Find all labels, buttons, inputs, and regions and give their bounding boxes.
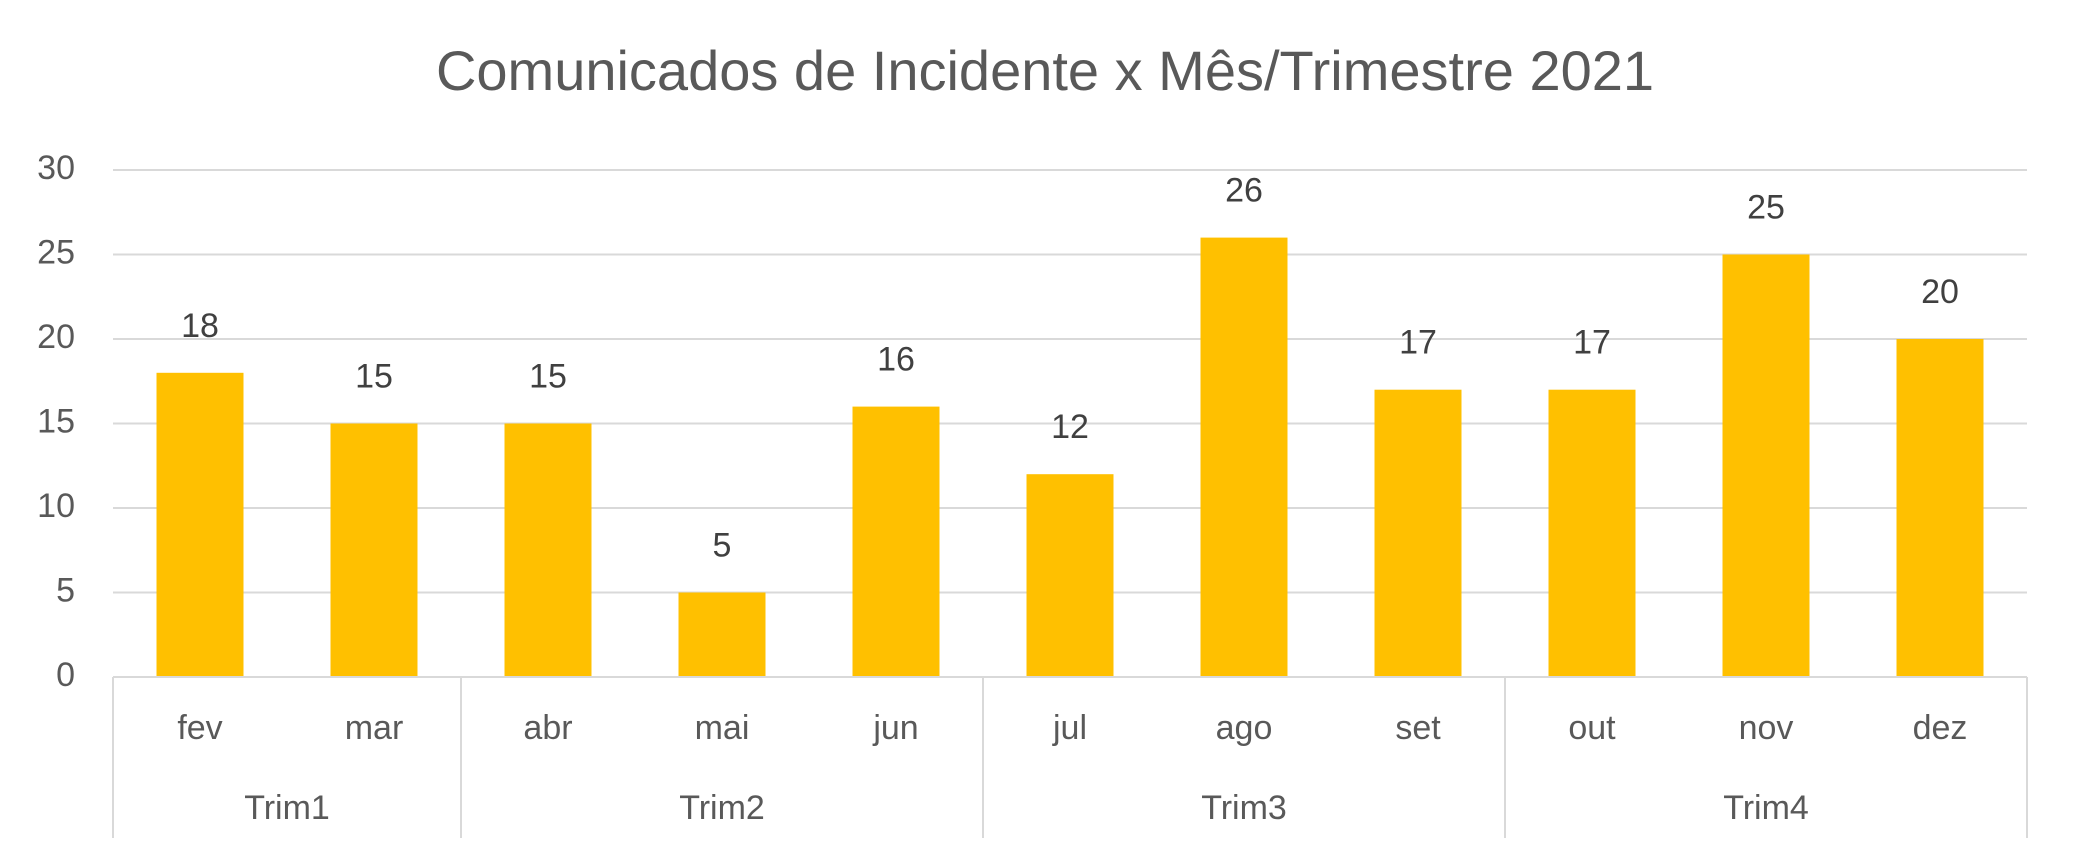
x-tick-label: out [1568, 709, 1616, 747]
data-label: 17 [1573, 324, 1611, 362]
bar [1026, 474, 1114, 677]
data-label: 15 [355, 357, 393, 395]
data-label: 17 [1399, 324, 1437, 362]
chart-title: Comunicados de Incidente x Mês/Trimestre… [436, 39, 1654, 102]
y-tick-label: 25 [37, 233, 75, 271]
group-label: Trim1 [244, 789, 330, 827]
bar [504, 423, 592, 677]
x-tick-label: abr [523, 709, 572, 747]
bar [1200, 237, 1288, 677]
y-tick-label: 30 [37, 149, 75, 187]
x-tick-label: set [1395, 709, 1441, 747]
bar [852, 406, 940, 677]
bar [330, 423, 418, 677]
group-label: Trim3 [1201, 789, 1287, 827]
data-label: 5 [713, 526, 732, 564]
bar [1896, 339, 1984, 677]
x-tick-label: ago [1216, 709, 1273, 747]
y-tick-label: 20 [37, 318, 75, 356]
y-tick-label: 5 [56, 571, 75, 609]
x-tick-label: jun [872, 709, 918, 747]
data-label: 26 [1225, 172, 1263, 210]
group-label: Trim2 [679, 789, 765, 827]
data-label: 12 [1051, 408, 1089, 446]
data-label: 20 [1921, 273, 1959, 311]
data-label: 16 [877, 341, 915, 379]
bar [678, 592, 766, 677]
bar [1722, 254, 1810, 677]
y-tick-label: 15 [37, 402, 75, 440]
data-label: 25 [1747, 188, 1785, 226]
data-label: 18 [181, 307, 219, 345]
bar [1548, 389, 1636, 677]
x-tick-label: mar [345, 709, 404, 747]
group-label: Trim4 [1723, 789, 1809, 827]
x-tick-label: nov [1739, 709, 1794, 747]
data-label: 15 [529, 357, 567, 395]
x-tick-label: dez [1913, 709, 1968, 747]
x-tick-label: jul [1052, 709, 1087, 747]
y-tick-label: 0 [56, 656, 75, 694]
y-tick-label: 10 [37, 487, 75, 525]
x-tick-label: fev [177, 709, 222, 747]
x-tick-label: mai [695, 709, 750, 747]
bar [156, 372, 244, 677]
bar [1374, 389, 1462, 677]
